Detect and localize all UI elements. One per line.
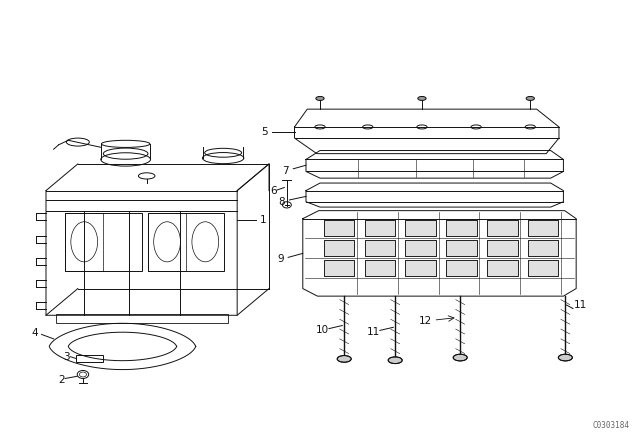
Bar [528, 220, 558, 237]
Bar [487, 260, 518, 276]
Text: 3: 3 [63, 352, 70, 362]
Text: 6: 6 [270, 186, 276, 197]
Ellipse shape [337, 356, 351, 362]
Bar [528, 260, 558, 276]
Bar [446, 220, 477, 237]
Bar [487, 240, 518, 256]
Text: 11: 11 [367, 327, 380, 337]
Bar [487, 260, 518, 276]
Bar [528, 240, 558, 256]
Bar [446, 260, 477, 276]
Text: 2: 2 [58, 375, 65, 385]
Bar [65, 213, 103, 271]
Bar [405, 260, 436, 276]
Bar [446, 240, 477, 256]
Bar [528, 260, 558, 276]
Bar [324, 240, 355, 256]
Text: 5: 5 [261, 127, 268, 137]
Ellipse shape [388, 357, 402, 364]
Ellipse shape [453, 354, 467, 361]
Ellipse shape [558, 354, 572, 361]
Bar [365, 260, 395, 276]
Text: C0303184: C0303184 [592, 421, 629, 430]
Bar [65, 213, 141, 271]
Bar [76, 355, 102, 362]
Bar [405, 220, 436, 237]
Text: 4: 4 [32, 328, 38, 338]
Bar [405, 240, 436, 256]
Bar [324, 220, 355, 237]
Text: 1: 1 [259, 215, 266, 224]
Bar [324, 260, 355, 276]
Text: 8: 8 [278, 197, 285, 207]
Bar [487, 220, 518, 237]
Ellipse shape [526, 96, 534, 100]
Bar [446, 260, 477, 276]
Bar [446, 220, 477, 237]
Bar [487, 220, 518, 237]
Text: 7: 7 [282, 166, 289, 176]
Bar [405, 240, 436, 256]
Bar [56, 314, 228, 323]
Bar [528, 220, 558, 237]
Bar [365, 240, 395, 256]
Bar [365, 240, 395, 256]
Bar [487, 240, 518, 256]
Bar [528, 240, 558, 256]
Text: 11: 11 [573, 300, 587, 310]
Bar [324, 220, 355, 237]
Text: 9: 9 [277, 254, 284, 264]
Bar [148, 213, 225, 271]
Bar [365, 260, 395, 276]
Bar [365, 220, 395, 237]
Bar [365, 220, 395, 237]
Bar [324, 260, 355, 276]
Bar [324, 240, 355, 256]
Text: 12: 12 [419, 316, 432, 326]
Bar [405, 220, 436, 237]
Ellipse shape [316, 96, 324, 100]
Bar [446, 240, 477, 256]
Bar [148, 213, 186, 271]
Ellipse shape [418, 96, 426, 100]
Bar [405, 260, 436, 276]
Text: 10: 10 [316, 325, 329, 335]
